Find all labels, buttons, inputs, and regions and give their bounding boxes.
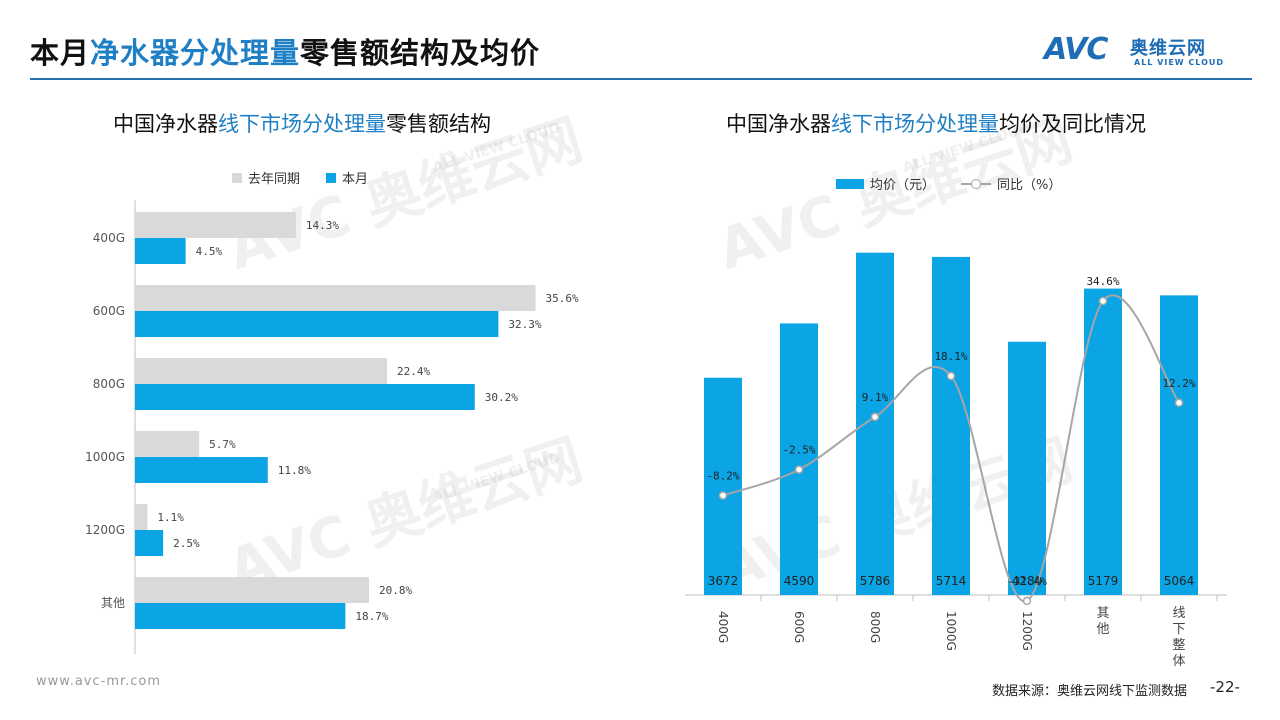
left-category-label: 400G bbox=[93, 231, 125, 245]
yoy-point bbox=[946, 371, 956, 381]
page-title-prefix: 本月 bbox=[30, 36, 91, 70]
legend-item-this-month: 本月 bbox=[326, 168, 368, 187]
left-bar bbox=[135, 504, 148, 530]
left-category-label: 800G bbox=[93, 377, 125, 391]
legend-item-avg-price: 均价（元） bbox=[836, 174, 935, 193]
logo-cn-text: 奥维云网 bbox=[1130, 38, 1206, 59]
page-title: 本月净水器分处理量零售额结构及均价 bbox=[30, 30, 540, 72]
price-bar-label: 3672 bbox=[708, 574, 739, 588]
right-chart-title: 中国净水器线下市场分处理量均价及同比情况 bbox=[726, 112, 1146, 136]
yoy-label: 9.1% bbox=[862, 391, 889, 404]
left-bar bbox=[135, 603, 346, 629]
left-bar bbox=[135, 457, 268, 483]
legend-item-last-year: 去年同期 bbox=[232, 168, 300, 187]
price-bar-label: 5179 bbox=[1088, 574, 1119, 588]
left-category-label: 600G bbox=[93, 304, 125, 318]
right-category-label: 800G bbox=[868, 611, 882, 643]
yoy-label: 34.6% bbox=[1086, 275, 1119, 288]
left-bar bbox=[135, 384, 475, 410]
price-bar-label: 5786 bbox=[860, 574, 891, 588]
right-category-label: 其 bbox=[1096, 606, 1109, 621]
left-bar bbox=[135, 311, 499, 337]
logo-en-text: ALL VIEW CLOUD bbox=[1134, 58, 1225, 67]
left-bar-chart: 400G 14.3% 4.5% 600G 35.6% 32.3% 800G 22.4% 30.2… bbox=[85, 200, 579, 654]
right-chart-legend: 均价（元） 同比（%） bbox=[836, 174, 1087, 193]
left-bar-label: 4.5% bbox=[196, 245, 223, 258]
price-bar-label: 4280 bbox=[1012, 574, 1043, 588]
left-bar-label: 1.1% bbox=[157, 511, 184, 524]
right-combo-chart: 3672 400G 4590 600G 5786 800G 5714 1000G 4280 120… bbox=[685, 252, 1227, 669]
right-category-label: 1000G bbox=[944, 611, 958, 651]
yoy-label: -2.5% bbox=[782, 444, 815, 457]
right-category-label: 下 bbox=[1172, 622, 1185, 637]
left-bar-label: 22.4% bbox=[397, 365, 430, 378]
left-bar bbox=[135, 530, 164, 556]
left-bar-label: 5.7% bbox=[209, 438, 236, 451]
left-bar-label: 35.6% bbox=[546, 292, 579, 305]
left-category-label: 1200G bbox=[85, 523, 125, 537]
right-category-label: 1200G bbox=[1020, 611, 1034, 651]
price-bar bbox=[932, 256, 970, 595]
left-bar bbox=[135, 577, 369, 603]
price-bar bbox=[1160, 295, 1198, 595]
price-bar-label: 5064 bbox=[1164, 574, 1195, 588]
price-bar bbox=[856, 252, 894, 595]
left-bar bbox=[135, 285, 536, 311]
left-bar-label: 20.8% bbox=[379, 584, 412, 597]
yoy-label: 12.2% bbox=[1162, 377, 1195, 390]
right-category-label: 他 bbox=[1096, 622, 1109, 637]
left-bar bbox=[135, 212, 296, 238]
page-title-highlight: 净水器分处理量 bbox=[90, 36, 301, 70]
price-bar bbox=[1084, 288, 1122, 595]
right-category-label: 600G bbox=[792, 611, 806, 643]
yoy-point bbox=[794, 465, 804, 474]
page-number: -22- bbox=[1210, 678, 1240, 696]
right-category-label: 线 bbox=[1172, 606, 1185, 621]
left-bar-label: 11.8% bbox=[278, 464, 311, 477]
yoy-point bbox=[1174, 398, 1184, 408]
left-bar-label: 18.7% bbox=[355, 610, 388, 623]
yoy-point bbox=[718, 491, 728, 500]
left-bar-label: 32.3% bbox=[508, 318, 541, 331]
left-bar-label: 14.3% bbox=[306, 219, 339, 232]
avc-logo: AVC 奥维云网 ALL VIEW CLOUD bbox=[1044, 32, 1244, 72]
left-bar-label: 30.2% bbox=[485, 391, 518, 404]
yoy-point bbox=[870, 412, 880, 422]
yoy-label: -8.2% bbox=[706, 470, 739, 483]
page-title-suffix: 零售额结构及均价 bbox=[300, 36, 541, 70]
right-category-label: 整 bbox=[1172, 638, 1185, 653]
header-divider bbox=[30, 78, 1252, 80]
logo-mark: AVC bbox=[1044, 32, 1108, 67]
price-bar-label: 5714 bbox=[936, 574, 967, 588]
left-bar bbox=[135, 238, 186, 264]
right-category-label: 400G bbox=[716, 611, 730, 643]
price-bar bbox=[1008, 341, 1046, 595]
footer-source: 数据来源：奥维云网线下监测数据 bbox=[992, 684, 1188, 699]
left-category-label: 其他 bbox=[101, 596, 125, 610]
price-bar bbox=[780, 323, 818, 595]
yoy-label: -31.4% bbox=[1007, 575, 1047, 588]
left-category-label: 1000G bbox=[85, 450, 125, 464]
left-chart-title: 中国净水器线下市场分处理量零售额结构 bbox=[113, 112, 491, 136]
left-bar bbox=[135, 431, 200, 457]
price-bar-label: 4590 bbox=[784, 574, 815, 588]
yoy-point bbox=[1098, 296, 1108, 306]
legend-item-yoy: 同比（%） bbox=[961, 174, 1061, 193]
yoy-point bbox=[1022, 596, 1032, 606]
footer-url: www.avc-mr.com bbox=[36, 674, 162, 689]
left-bar bbox=[135, 358, 387, 384]
left-chart-legend: 去年同期 本月 bbox=[232, 168, 394, 187]
price-bar bbox=[704, 377, 742, 595]
yoy-label: 18.1% bbox=[934, 350, 967, 363]
left-bar-label: 2.5% bbox=[173, 537, 200, 550]
right-category-label: 体 bbox=[1172, 654, 1185, 669]
